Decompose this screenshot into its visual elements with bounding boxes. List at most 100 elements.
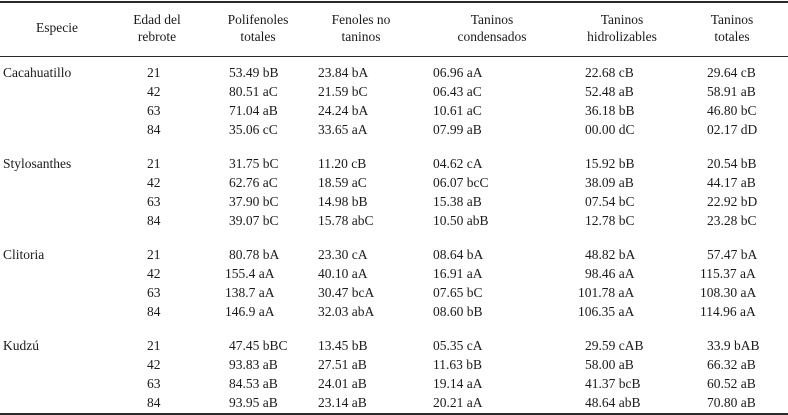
value-cell: 48.64 abB: [585, 395, 641, 410]
column-header-line: Taninos: [600, 12, 644, 27]
value-cell: 80.51 aC: [229, 84, 278, 99]
column-header-line: Taninos: [470, 12, 514, 27]
age-cell: 63: [147, 103, 161, 118]
value-cell: 71.04 aB: [229, 103, 278, 118]
value-cell: 06.07 bcC: [433, 175, 489, 190]
value-cell: 31.75 bC: [229, 156, 279, 171]
value-cell: 41.37 bcB: [585, 376, 641, 391]
value-cell: 08.64 bA: [433, 247, 484, 262]
column-header-line: totales: [714, 29, 750, 44]
table-bottom-rule: [0, 413, 788, 415]
age-cell: 84: [147, 395, 161, 410]
species-label: Kudzú: [3, 338, 39, 353]
value-cell: 08.60 bB: [433, 304, 483, 319]
column-header-7: Taninos totales: [672, 11, 788, 45]
value-cell: 33.9 bAB: [707, 338, 760, 353]
value-cell: 46.80 bC: [707, 103, 757, 118]
age-cell: 42: [147, 175, 161, 190]
value-cell: 07.54 bC: [585, 194, 635, 209]
value-cell: 66.32 aB: [707, 357, 756, 372]
value-cell: 35.06 cC: [229, 122, 278, 137]
value-cell: 23.84 bA: [318, 65, 369, 80]
value-cell: 05.35 cA: [433, 338, 483, 353]
value-cell: 23.14 aB: [318, 395, 367, 410]
column-header-3: Polifenoles totales: [198, 11, 318, 45]
value-cell: 58.00 aB: [585, 357, 634, 372]
column-header-line: Polifenoles: [227, 12, 289, 27]
value-cell: 60.52 aB: [707, 376, 756, 391]
value-cell: 04.62 cA: [433, 156, 483, 171]
value-cell: 07.99 aB: [433, 122, 482, 137]
value-cell: 39.07 bC: [229, 213, 279, 228]
value-cell: 48.82 bA: [585, 247, 636, 262]
value-cell: 93.83 aB: [229, 357, 278, 372]
value-cell: 47.45 bBC: [229, 338, 288, 353]
value-cell: 38.09 aB: [585, 175, 634, 190]
value-cell: 53.49 bB: [229, 65, 279, 80]
value-cell: 06.43 aC: [433, 84, 482, 99]
value-cell: 14.98 bB: [318, 194, 368, 209]
value-cell: 21.59 bC: [318, 84, 368, 99]
column-header-4: Fenoles no taninos: [301, 11, 421, 45]
column-header-line: hidrolizables: [587, 29, 657, 44]
column-header-line: Especie: [36, 20, 78, 35]
value-cell: 10.50 abB: [433, 213, 489, 228]
column-header-line: Edad del: [133, 12, 181, 27]
age-cell: 42: [147, 266, 161, 281]
value-cell: 20.54 bB: [707, 156, 757, 171]
column-header-line: Taninos: [710, 12, 754, 27]
age-cell: 42: [147, 357, 161, 372]
age-cell: 63: [147, 285, 161, 300]
species-label: Cacahuatillo: [3, 65, 72, 80]
column-header-5: Taninos condensados: [432, 11, 552, 45]
value-cell: 32.03 abA: [318, 304, 375, 319]
value-cell: 20.21 aA: [433, 395, 483, 410]
value-cell: 70.80 aB: [707, 395, 756, 410]
value-cell: 58.91 aB: [707, 84, 756, 99]
species-label: Clitoria: [3, 247, 45, 262]
value-cell: 62.76 aC: [229, 175, 278, 190]
value-cell: 10.61 aC: [433, 103, 482, 118]
value-cell: 16.91 aA: [433, 266, 483, 281]
value-cell: 12.78 bC: [585, 213, 635, 228]
column-header-2: Edad del rebrote: [97, 11, 217, 45]
value-cell: 15.92 bB: [585, 156, 635, 171]
value-cell: 23.30 cA: [318, 247, 368, 262]
value-cell: 18.59 aC: [318, 175, 367, 190]
value-cell: 23.28 bC: [707, 213, 757, 228]
value-cell: 80.78 bA: [229, 247, 280, 262]
value-cell: 138.7 aA: [225, 285, 275, 300]
value-cell: 06.96 aA: [433, 65, 483, 80]
value-cell: 00.00 dC: [585, 122, 635, 137]
table-header-rule: [0, 56, 788, 57]
value-cell: 11.63 bB: [433, 357, 483, 372]
value-cell: 24.01 aB: [318, 376, 367, 391]
age-cell: 21: [147, 65, 161, 80]
value-cell: 36.18 bB: [585, 103, 635, 118]
value-cell: 27.51 aB: [318, 357, 367, 372]
value-cell: 146.9 aA: [225, 304, 275, 319]
species-label: Stylosanthes: [3, 156, 72, 171]
value-cell: 98.46 aA: [585, 266, 635, 281]
value-cell: 07.65 bC: [433, 285, 483, 300]
table-top-rule: [0, 1, 788, 3]
value-cell: 11.20 cB: [318, 156, 367, 171]
value-cell: 101.78 aA: [578, 285, 635, 300]
value-cell: 114.96 aA: [700, 304, 756, 319]
value-cell: 52.48 aB: [585, 84, 634, 99]
value-cell: 15.38 aB: [433, 194, 482, 209]
age-cell: 21: [147, 338, 161, 353]
value-cell: 115.37 aA: [700, 266, 756, 281]
age-cell: 63: [147, 376, 161, 391]
age-cell: 21: [147, 156, 161, 171]
value-cell: 02.17 dD: [707, 122, 758, 137]
value-cell: 19.14 aA: [433, 376, 483, 391]
value-cell: 29.64 cB: [707, 65, 756, 80]
age-cell: 84: [147, 304, 161, 319]
value-cell: 155.4 aA: [225, 266, 275, 281]
column-header-line: Fenoles no: [331, 12, 391, 27]
age-cell: 42: [147, 84, 161, 99]
column-header-line: rebrote: [137, 29, 177, 44]
age-cell: 84: [147, 213, 161, 228]
column-header-line: taninos: [341, 29, 381, 44]
